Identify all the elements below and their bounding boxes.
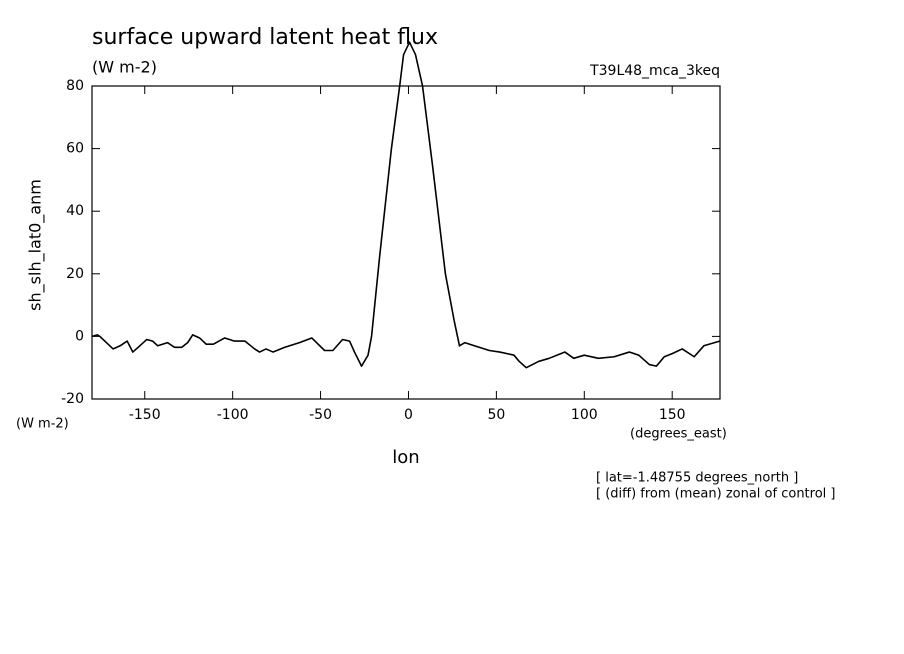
y-tick-label: 0 [75,328,84,344]
x-tick-label: 50 [487,407,505,423]
y-tick-label: -20 [61,391,84,407]
dataset-label: T39L48_mca_3keq [589,63,720,79]
x-axis-label: lon [392,447,419,468]
x-tick-label: 0 [404,407,413,423]
annotation: [ (diff) from (mean) zonal of control ] [596,487,835,502]
y-tick-label: 80 [66,78,84,94]
data-line [91,41,720,369]
y-tick-label: 20 [66,266,84,282]
chart-subtitle: (W m-2) [92,58,157,77]
x-tick-label: -50 [309,407,332,423]
y-tick-label: 60 [66,141,84,157]
annotation: [ lat=-1.48755 degrees_north ] [596,471,798,486]
x-tick-label: 150 [659,407,686,423]
x-tick-label: -100 [217,407,249,423]
plot-frame [91,85,721,400]
y-tick-label: 40 [66,203,84,219]
y-axis-label: sh_slh_lat0_anm [26,179,46,311]
chart-title: surface upward latent heat flux [92,25,438,50]
x-tick-label: 100 [571,407,598,423]
x-tick-label: -150 [129,407,161,423]
y-axis-units: (W m-2) [16,417,69,432]
x-axis-units: (degrees_east) [630,427,727,442]
